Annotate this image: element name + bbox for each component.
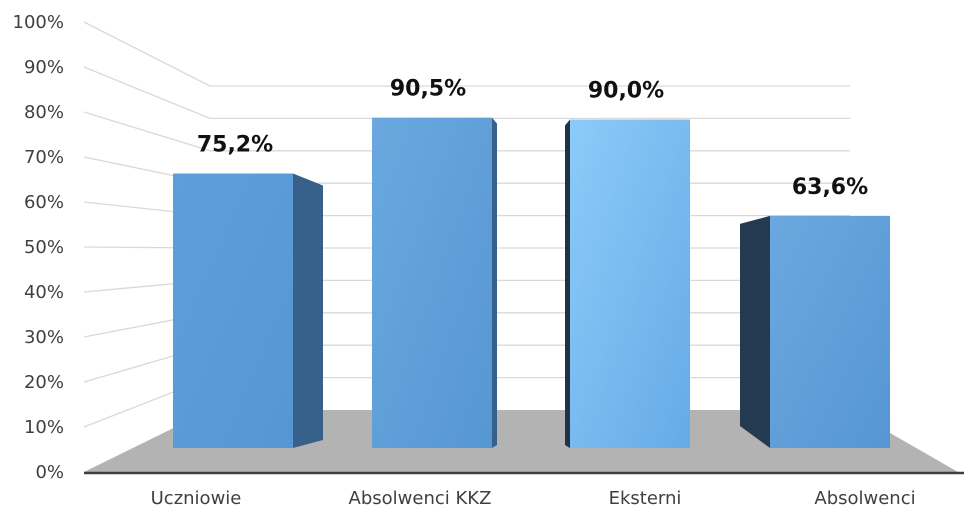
data-label-3: 63,6% <box>792 175 868 200</box>
data-label-1: 90,5% <box>390 77 466 102</box>
bar-3 <box>740 215 890 448</box>
bar-front-3 <box>770 215 890 448</box>
bar-front-2 <box>570 119 690 448</box>
y-tick-label-8: 80% <box>24 102 64 123</box>
category-label-2: Eksterni <box>609 488 682 509</box>
bar-1 <box>372 117 497 449</box>
y-tick-label-5: 50% <box>24 237 64 258</box>
bar-2 <box>565 119 690 448</box>
bar-front-1 <box>372 117 492 449</box>
bar-side-2 <box>565 119 570 448</box>
bar-side-1 <box>492 117 497 449</box>
data-label-0: 75,2% <box>197 133 273 158</box>
bars-layer <box>173 117 890 449</box>
y-tick-label-10: 100% <box>13 12 64 33</box>
category-label-3: Absolwenci <box>814 488 915 509</box>
bar-side-3 <box>740 215 770 448</box>
y-tick-label-7: 70% <box>24 147 64 168</box>
y-tick-label-9: 90% <box>24 57 64 78</box>
bar-side-0 <box>293 173 323 448</box>
data-labels-layer: 75,2% 90,5% 90,0% 63,6% <box>197 77 868 200</box>
y-tick-label-6: 60% <box>24 192 64 213</box>
gridline-side-10 <box>83 21 211 87</box>
category-labels-layer: Uczniowie Absolwenci KKZ Eksterni Absolwenc… <box>151 488 916 509</box>
y-tick-label-4: 40% <box>24 282 64 303</box>
y-tick-label-2: 20% <box>24 372 64 393</box>
category-label-0: Uczniowie <box>151 488 242 509</box>
category-label-1: Absolwenci KKZ <box>349 488 492 509</box>
y-tick-label-1: 10% <box>24 417 64 438</box>
bar-front-0 <box>173 173 293 448</box>
bar-0 <box>173 173 323 448</box>
gridline-side-9 <box>83 66 211 120</box>
gridline-side-8 <box>83 111 211 152</box>
y-tick-labels-layer: 0% 10% 20% 30% 40% 50% 60% 70% 80% 90% 100% <box>13 12 64 483</box>
data-label-2: 90,0% <box>588 79 664 104</box>
y-tick-label-0: 0% <box>35 462 64 483</box>
y-tick-label-3: 30% <box>24 327 64 348</box>
